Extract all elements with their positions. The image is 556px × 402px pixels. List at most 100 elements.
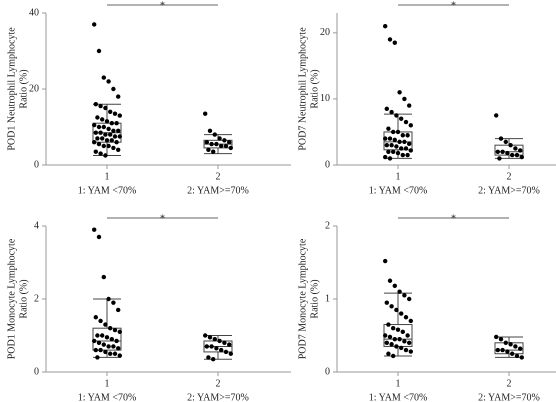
data-point <box>103 132 108 137</box>
data-point <box>116 346 121 351</box>
data-point <box>209 141 214 147</box>
group-label: 2: YAM>=70% <box>187 185 249 196</box>
data-point <box>95 136 100 141</box>
data-point <box>227 140 232 145</box>
data-point <box>111 300 116 305</box>
data-point <box>400 329 405 335</box>
data-point <box>114 121 119 126</box>
y-tick-label: 2 <box>34 293 39 304</box>
data-point <box>500 347 505 353</box>
data-point <box>408 349 413 354</box>
data-point <box>92 122 97 128</box>
data-point <box>513 146 518 151</box>
data-point <box>100 136 105 141</box>
data-point <box>391 149 396 154</box>
y-axis-label: Ratio (%) <box>18 279 29 318</box>
data-point <box>116 147 121 152</box>
data-point <box>117 329 123 335</box>
data-point <box>508 342 513 347</box>
group-label: 1: YAM <70% <box>369 185 428 196</box>
data-point <box>403 347 409 353</box>
data-point <box>407 296 412 302</box>
data-point <box>106 344 111 349</box>
data-point <box>98 130 103 135</box>
data-point <box>400 152 405 158</box>
data-point <box>207 128 213 133</box>
data-point <box>96 340 102 345</box>
data-point <box>405 152 410 158</box>
data-point <box>387 278 393 283</box>
data-point <box>100 333 105 338</box>
data-point <box>101 124 107 130</box>
y-axis-label: POD1 Monocyte Lymphocyte <box>6 238 17 359</box>
data-point <box>109 138 115 143</box>
data-point <box>106 143 111 149</box>
y-tick-label: 20 <box>29 83 39 94</box>
data-point <box>497 156 502 161</box>
data-point <box>223 349 229 355</box>
group-label: 1: YAM <70% <box>369 392 428 402</box>
y-axis-label: POD7 Neutrophil Lymphocyte <box>297 27 308 151</box>
data-point <box>96 141 102 147</box>
data-point <box>106 126 111 132</box>
y-tick-label: 20 <box>320 27 330 38</box>
y-axis-label: Ratio (%) <box>18 69 29 108</box>
data-point <box>391 353 396 359</box>
data-point <box>495 149 500 154</box>
y-tick-label: 2 <box>325 220 330 231</box>
x-tick-label: 1 <box>105 171 110 182</box>
x-tick-label: 1 <box>105 378 110 389</box>
data-point <box>402 339 407 344</box>
data-point <box>386 126 391 131</box>
data-point <box>204 140 209 145</box>
data-point <box>116 128 121 133</box>
data-point <box>103 322 108 327</box>
data-point <box>508 142 513 148</box>
data-point <box>222 138 227 143</box>
data-point <box>92 227 97 232</box>
data-point <box>223 143 229 149</box>
data-point <box>111 128 116 133</box>
y-axis-label: POD1 Neutrophil Lymphocyte <box>6 27 17 151</box>
data-point <box>384 142 389 148</box>
y-axis-label: POD7 Monocyte Lymphocyte <box>297 238 308 359</box>
data-point <box>92 22 97 27</box>
data-point <box>219 143 224 149</box>
y-axis-label: Ratio (%) <box>309 279 320 318</box>
data-point <box>108 351 113 356</box>
data-point <box>389 142 394 148</box>
data-point <box>394 113 399 118</box>
data-point <box>510 351 515 356</box>
data-point <box>392 336 397 342</box>
data-point <box>98 318 103 324</box>
data-point <box>93 347 99 353</box>
data-point <box>227 342 232 347</box>
data-point <box>510 152 515 158</box>
data-point <box>92 338 97 344</box>
group-label: 2: YAM>=70% <box>478 185 540 196</box>
significance-label: * <box>451 213 456 224</box>
data-point <box>222 340 227 345</box>
data-point <box>405 333 410 338</box>
data-point <box>108 326 113 331</box>
data-point <box>498 136 504 141</box>
data-point <box>498 336 504 342</box>
x-tick-label: 1 <box>396 171 401 182</box>
data-point <box>505 349 510 354</box>
data-point <box>397 90 402 95</box>
data-point <box>103 105 108 111</box>
data-point <box>114 140 119 145</box>
data-point <box>96 48 102 54</box>
data-point <box>403 119 409 125</box>
data-point <box>95 333 100 338</box>
data-point <box>399 116 404 121</box>
data-point <box>211 149 216 154</box>
data-point <box>206 355 211 360</box>
data-point <box>405 133 410 138</box>
data-point <box>212 336 217 342</box>
panel: 0 10 20 POD7 Neutrophil Lymphocyte Ratio (%)… <box>297 0 556 196</box>
data-point <box>518 148 523 153</box>
data-point <box>108 109 113 115</box>
data-point <box>519 355 524 360</box>
